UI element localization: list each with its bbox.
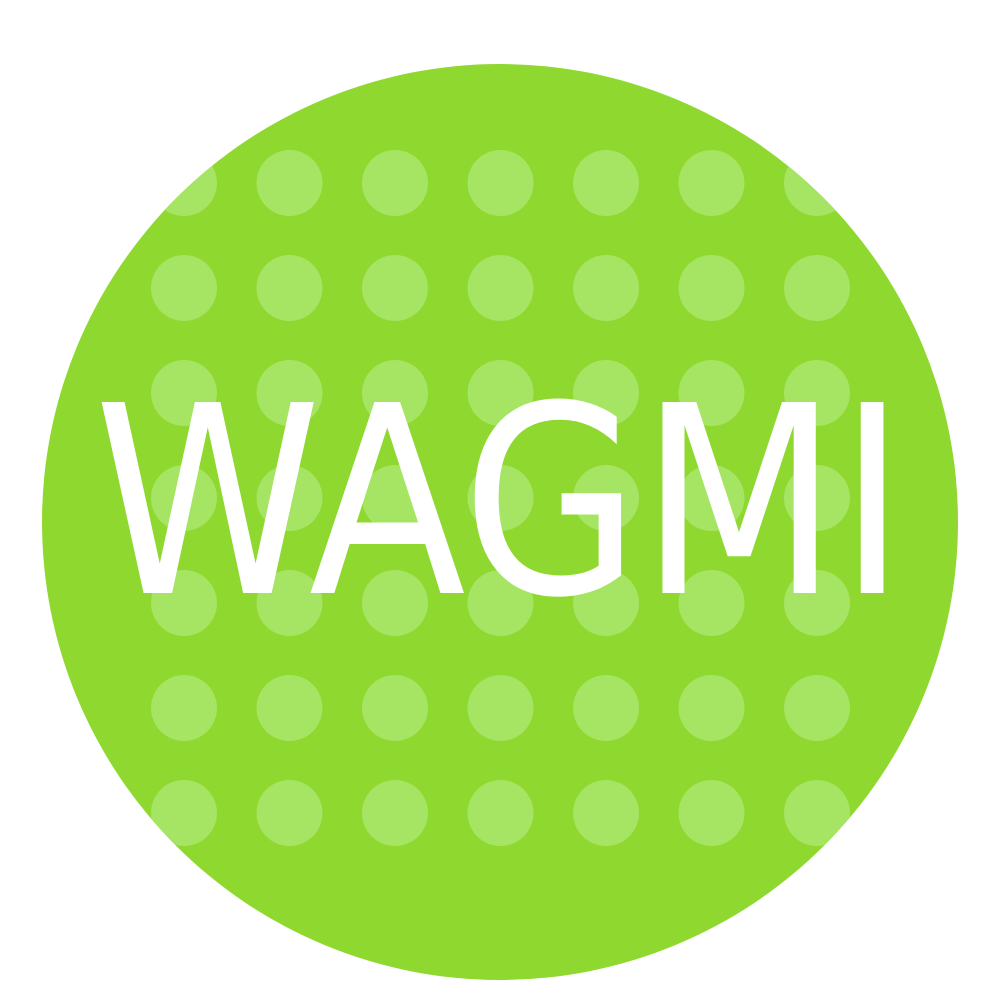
polka-dot — [467, 570, 534, 636]
polka-dot — [467, 465, 534, 531]
polka-dot — [151, 465, 217, 531]
polka-dot — [362, 150, 428, 216]
polka-dot — [678, 465, 745, 531]
polka-dot — [256, 780, 323, 846]
polka-dot — [678, 255, 745, 321]
polka-dot — [784, 465, 850, 531]
polka-dot — [573, 465, 639, 531]
polka-dot — [362, 255, 428, 321]
polka-dot — [573, 360, 639, 426]
polka-dot — [784, 360, 850, 426]
polka-dot — [362, 780, 428, 846]
polka-dot — [678, 150, 745, 216]
polka-dot — [784, 780, 850, 846]
polka-dot — [467, 150, 534, 216]
polka-dot — [362, 570, 428, 636]
polka-dot — [573, 780, 639, 846]
polka-dot — [467, 360, 534, 426]
polka-dot — [362, 360, 428, 426]
polka-dot — [678, 780, 745, 846]
polka-dot — [678, 675, 745, 741]
polka-dot — [467, 780, 534, 846]
polka-dot — [573, 570, 639, 636]
polka-dot — [151, 360, 217, 426]
polka-dot — [784, 675, 850, 741]
polka-dot — [678, 360, 745, 426]
polka-dot — [678, 570, 745, 636]
polka-dot — [784, 570, 850, 636]
polka-dot — [151, 780, 217, 846]
polka-dot — [467, 675, 534, 741]
polka-dot — [256, 675, 323, 741]
polka-dot — [151, 150, 217, 216]
polka-dot — [151, 255, 217, 321]
polka-dot — [573, 255, 639, 321]
polka-dot — [151, 675, 217, 741]
polka-dot — [256, 360, 323, 426]
polka-dot — [151, 570, 217, 636]
polka-dot — [467, 255, 534, 321]
polka-dot — [573, 675, 639, 741]
polka-dot — [362, 675, 428, 741]
polka-dot — [362, 465, 428, 531]
wagmi-wordmark: WAGMI — [94, 350, 906, 655]
polka-dot — [256, 465, 323, 531]
polka-dot — [256, 150, 323, 216]
polka-dot — [256, 255, 323, 321]
polka-dot — [256, 570, 323, 636]
polka-dot — [784, 255, 850, 321]
polka-dot — [784, 150, 850, 216]
polka-dot — [573, 150, 639, 216]
